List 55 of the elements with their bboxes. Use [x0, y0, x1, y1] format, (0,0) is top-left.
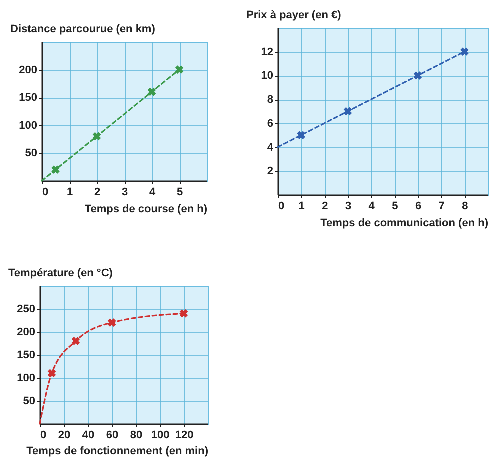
x-tick-label: 20 [58, 430, 71, 442]
y-tick-label: 150 [19, 92, 38, 104]
x-tick-label: 5 [392, 200, 398, 212]
x-tick-label: 0 [42, 186, 49, 198]
x-tick-label: 0 [40, 430, 47, 442]
x-tick-label: 100 [151, 430, 170, 442]
point [180, 309, 188, 318]
y-tick-label: 2 [267, 166, 274, 178]
x-tick-label: 80 [130, 430, 143, 442]
y-tick-label: 50 [23, 396, 36, 408]
y-tick-label: 10 [261, 70, 274, 82]
y-tick-label: 8 [267, 94, 274, 106]
x-tick-label: 60 [106, 430, 119, 442]
x-tick-label: 3 [122, 186, 128, 198]
y-axis-title: Température (en °C) [8, 268, 114, 280]
x-tick-label: 0 [278, 200, 285, 212]
x-tick-label: 4 [149, 186, 156, 198]
x-axis-title: Temps de communication (en h) [320, 218, 489, 230]
x-tick-label: 6 [415, 200, 422, 212]
x-tick-label: 7 [438, 200, 445, 212]
y-axis-title: Distance parcourue (en km) [10, 24, 156, 36]
point [72, 337, 80, 346]
x-tick-label: 40 [82, 430, 95, 442]
y-tick-label: 250 [17, 304, 36, 316]
y-tick-label: 200 [19, 64, 38, 76]
y-tick-label: 12 [261, 46, 274, 58]
point [108, 318, 116, 327]
y-tick-label: 200 [17, 326, 36, 338]
point [175, 66, 184, 74]
point [148, 88, 156, 96]
y-tick-label: 100 [19, 120, 38, 132]
x-tick-label: 120 [175, 430, 194, 442]
point [414, 72, 422, 80]
point [52, 166, 60, 174]
x-axis-title: Temps de fonctionnement (en min) [26, 446, 209, 458]
x-tick-label: 1 [298, 200, 305, 212]
x-tick-label: 2 [94, 186, 101, 198]
y-tick-label: 4 [267, 142, 274, 154]
y-tick-label: 6 [267, 118, 274, 130]
y-tick-label: 150 [17, 350, 36, 362]
y-tick-label: 50 [25, 148, 38, 160]
x-tick-label: 8 [462, 200, 468, 212]
point [460, 48, 469, 56]
y-tick-label: 100 [17, 372, 36, 384]
point [297, 131, 306, 140]
y-axis-title: Prix à payer (en €) [246, 10, 342, 22]
point [92, 132, 102, 141]
point [48, 369, 56, 378]
x-tick-label: 1 [66, 186, 74, 198]
x-tick-label: 2 [322, 200, 328, 212]
x-axis-title: Temps de course (en h) [84, 204, 208, 216]
x-tick-label: 5 [176, 186, 184, 198]
point [344, 107, 352, 116]
x-tick-label: 4 [368, 200, 376, 212]
x-tick-label: 3 [345, 200, 352, 212]
